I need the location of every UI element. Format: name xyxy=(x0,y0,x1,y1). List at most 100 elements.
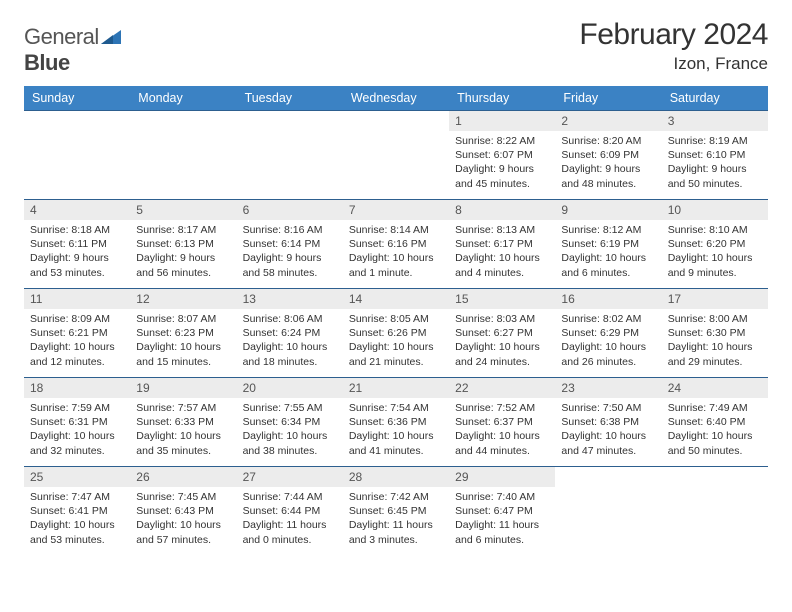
day-number: 6 xyxy=(237,200,343,220)
daylight-text: Daylight: 9 hours and 56 minutes. xyxy=(136,251,230,279)
sunset-text: Sunset: 6:47 PM xyxy=(455,504,549,518)
sunset-text: Sunset: 6:27 PM xyxy=(455,326,549,340)
day-details: Sunrise: 8:20 AMSunset: 6:09 PMDaylight:… xyxy=(555,131,661,195)
day-number: 21 xyxy=(343,378,449,398)
logo-part1: General xyxy=(24,24,99,49)
sunrise-text: Sunrise: 8:07 AM xyxy=(136,312,230,326)
day-details: Sunrise: 8:07 AMSunset: 6:23 PMDaylight:… xyxy=(130,309,236,373)
day-number: 5 xyxy=(130,200,236,220)
sunrise-text: Sunrise: 7:55 AM xyxy=(243,401,337,415)
daylight-text: Daylight: 10 hours and 38 minutes. xyxy=(243,429,337,457)
dayname: Friday xyxy=(555,86,661,110)
sunset-text: Sunset: 6:31 PM xyxy=(30,415,124,429)
day-details: Sunrise: 8:12 AMSunset: 6:19 PMDaylight:… xyxy=(555,220,661,284)
day-cell: 1Sunrise: 8:22 AMSunset: 6:07 PMDaylight… xyxy=(449,111,555,199)
day-cell: 21Sunrise: 7:54 AMSunset: 6:36 PMDayligh… xyxy=(343,378,449,466)
day-cell: 12Sunrise: 8:07 AMSunset: 6:23 PMDayligh… xyxy=(130,289,236,377)
day-number: 14 xyxy=(343,289,449,309)
day-number: 27 xyxy=(237,467,343,487)
week-row: 18Sunrise: 7:59 AMSunset: 6:31 PMDayligh… xyxy=(24,377,768,466)
day-details: Sunrise: 8:14 AMSunset: 6:16 PMDaylight:… xyxy=(343,220,449,284)
day-cell: 22Sunrise: 7:52 AMSunset: 6:37 PMDayligh… xyxy=(449,378,555,466)
day-number: 3 xyxy=(662,111,768,131)
day-cell: 27Sunrise: 7:44 AMSunset: 6:44 PMDayligh… xyxy=(237,467,343,555)
sunset-text: Sunset: 6:24 PM xyxy=(243,326,337,340)
sunrise-text: Sunrise: 8:02 AM xyxy=(561,312,655,326)
sunrise-text: Sunrise: 8:09 AM xyxy=(30,312,124,326)
day-details: Sunrise: 8:02 AMSunset: 6:29 PMDaylight:… xyxy=(555,309,661,373)
sunset-text: Sunset: 6:21 PM xyxy=(30,326,124,340)
sunrise-text: Sunrise: 7:54 AM xyxy=(349,401,443,415)
day-number: 2 xyxy=(555,111,661,131)
sunset-text: Sunset: 6:23 PM xyxy=(136,326,230,340)
day-number: 16 xyxy=(555,289,661,309)
day-cell: 17Sunrise: 8:00 AMSunset: 6:30 PMDayligh… xyxy=(662,289,768,377)
sunrise-text: Sunrise: 7:45 AM xyxy=(136,490,230,504)
day-number: 15 xyxy=(449,289,555,309)
daylight-text: Daylight: 11 hours and 3 minutes. xyxy=(349,518,443,546)
daylight-text: Daylight: 9 hours and 45 minutes. xyxy=(455,162,549,190)
sunset-text: Sunset: 6:17 PM xyxy=(455,237,549,251)
day-details: Sunrise: 8:17 AMSunset: 6:13 PMDaylight:… xyxy=(130,220,236,284)
day-details: Sunrise: 7:40 AMSunset: 6:47 PMDaylight:… xyxy=(449,487,555,551)
day-number: 20 xyxy=(237,378,343,398)
sunset-text: Sunset: 6:29 PM xyxy=(561,326,655,340)
daylight-text: Daylight: 10 hours and 12 minutes. xyxy=(30,340,124,368)
sunrise-text: Sunrise: 8:19 AM xyxy=(668,134,762,148)
sunset-text: Sunset: 6:10 PM xyxy=(668,148,762,162)
day-details: Sunrise: 7:54 AMSunset: 6:36 PMDaylight:… xyxy=(343,398,449,462)
day-cell: 5Sunrise: 8:17 AMSunset: 6:13 PMDaylight… xyxy=(130,200,236,288)
sunset-text: Sunset: 6:36 PM xyxy=(349,415,443,429)
day-cell: 15Sunrise: 8:03 AMSunset: 6:27 PMDayligh… xyxy=(449,289,555,377)
day-cell: 6Sunrise: 8:16 AMSunset: 6:14 PMDaylight… xyxy=(237,200,343,288)
day-number: 4 xyxy=(24,200,130,220)
sunrise-text: Sunrise: 7:52 AM xyxy=(455,401,549,415)
sunrise-text: Sunrise: 8:10 AM xyxy=(668,223,762,237)
day-number: 17 xyxy=(662,289,768,309)
day-number: 9 xyxy=(555,200,661,220)
sunrise-text: Sunrise: 7:59 AM xyxy=(30,401,124,415)
empty-cell xyxy=(24,111,130,199)
daylight-text: Daylight: 10 hours and 18 minutes. xyxy=(243,340,337,368)
day-cell: 10Sunrise: 8:10 AMSunset: 6:20 PMDayligh… xyxy=(662,200,768,288)
day-cell: 19Sunrise: 7:57 AMSunset: 6:33 PMDayligh… xyxy=(130,378,236,466)
sunrise-text: Sunrise: 8:00 AM xyxy=(668,312,762,326)
day-details: Sunrise: 8:00 AMSunset: 6:30 PMDaylight:… xyxy=(662,309,768,373)
sunrise-text: Sunrise: 8:20 AM xyxy=(561,134,655,148)
day-details: Sunrise: 7:47 AMSunset: 6:41 PMDaylight:… xyxy=(24,487,130,551)
day-details: Sunrise: 8:06 AMSunset: 6:24 PMDaylight:… xyxy=(237,309,343,373)
daylight-text: Daylight: 10 hours and 50 minutes. xyxy=(668,429,762,457)
sunrise-text: Sunrise: 8:16 AM xyxy=(243,223,337,237)
day-cell: 9Sunrise: 8:12 AMSunset: 6:19 PMDaylight… xyxy=(555,200,661,288)
empty-cell xyxy=(130,111,236,199)
daylight-text: Daylight: 9 hours and 50 minutes. xyxy=(668,162,762,190)
day-number: 25 xyxy=(24,467,130,487)
dayname: Monday xyxy=(130,86,236,110)
header: GeneralBlue February 2024 Izon, France xyxy=(24,18,768,76)
sunset-text: Sunset: 6:07 PM xyxy=(455,148,549,162)
daylight-text: Daylight: 10 hours and 15 minutes. xyxy=(136,340,230,368)
sunrise-text: Sunrise: 8:18 AM xyxy=(30,223,124,237)
day-number: 1 xyxy=(449,111,555,131)
empty-cell xyxy=(662,467,768,555)
sunrise-text: Sunrise: 8:12 AM xyxy=(561,223,655,237)
daylight-text: Daylight: 10 hours and 32 minutes. xyxy=(30,429,124,457)
day-cell: 2Sunrise: 8:20 AMSunset: 6:09 PMDaylight… xyxy=(555,111,661,199)
day-details: Sunrise: 8:22 AMSunset: 6:07 PMDaylight:… xyxy=(449,131,555,195)
sunset-text: Sunset: 6:09 PM xyxy=(561,148,655,162)
sunrise-text: Sunrise: 8:22 AM xyxy=(455,134,549,148)
daylight-text: Daylight: 11 hours and 0 minutes. xyxy=(243,518,337,546)
day-cell: 28Sunrise: 7:42 AMSunset: 6:45 PMDayligh… xyxy=(343,467,449,555)
daylight-text: Daylight: 10 hours and 57 minutes. xyxy=(136,518,230,546)
daylight-text: Daylight: 10 hours and 1 minute. xyxy=(349,251,443,279)
day-cell: 3 Sunrise: 8:19 AMSunset: 6:10 PMDaylight… xyxy=(662,111,768,199)
daylight-text: Daylight: 10 hours and 4 minutes. xyxy=(455,251,549,279)
day-number: 22 xyxy=(449,378,555,398)
day-cell: 20Sunrise: 7:55 AMSunset: 6:34 PMDayligh… xyxy=(237,378,343,466)
logo: GeneralBlue xyxy=(24,18,121,76)
sunrise-text: Sunrise: 7:44 AM xyxy=(243,490,337,504)
weeks-container: 1Sunrise: 8:22 AMSunset: 6:07 PMDaylight… xyxy=(24,110,768,555)
day-details: Sunrise: 8:13 AMSunset: 6:17 PMDaylight:… xyxy=(449,220,555,284)
daylight-text: Daylight: 9 hours and 53 minutes. xyxy=(30,251,124,279)
day-details: Sunrise: 7:50 AMSunset: 6:38 PMDaylight:… xyxy=(555,398,661,462)
